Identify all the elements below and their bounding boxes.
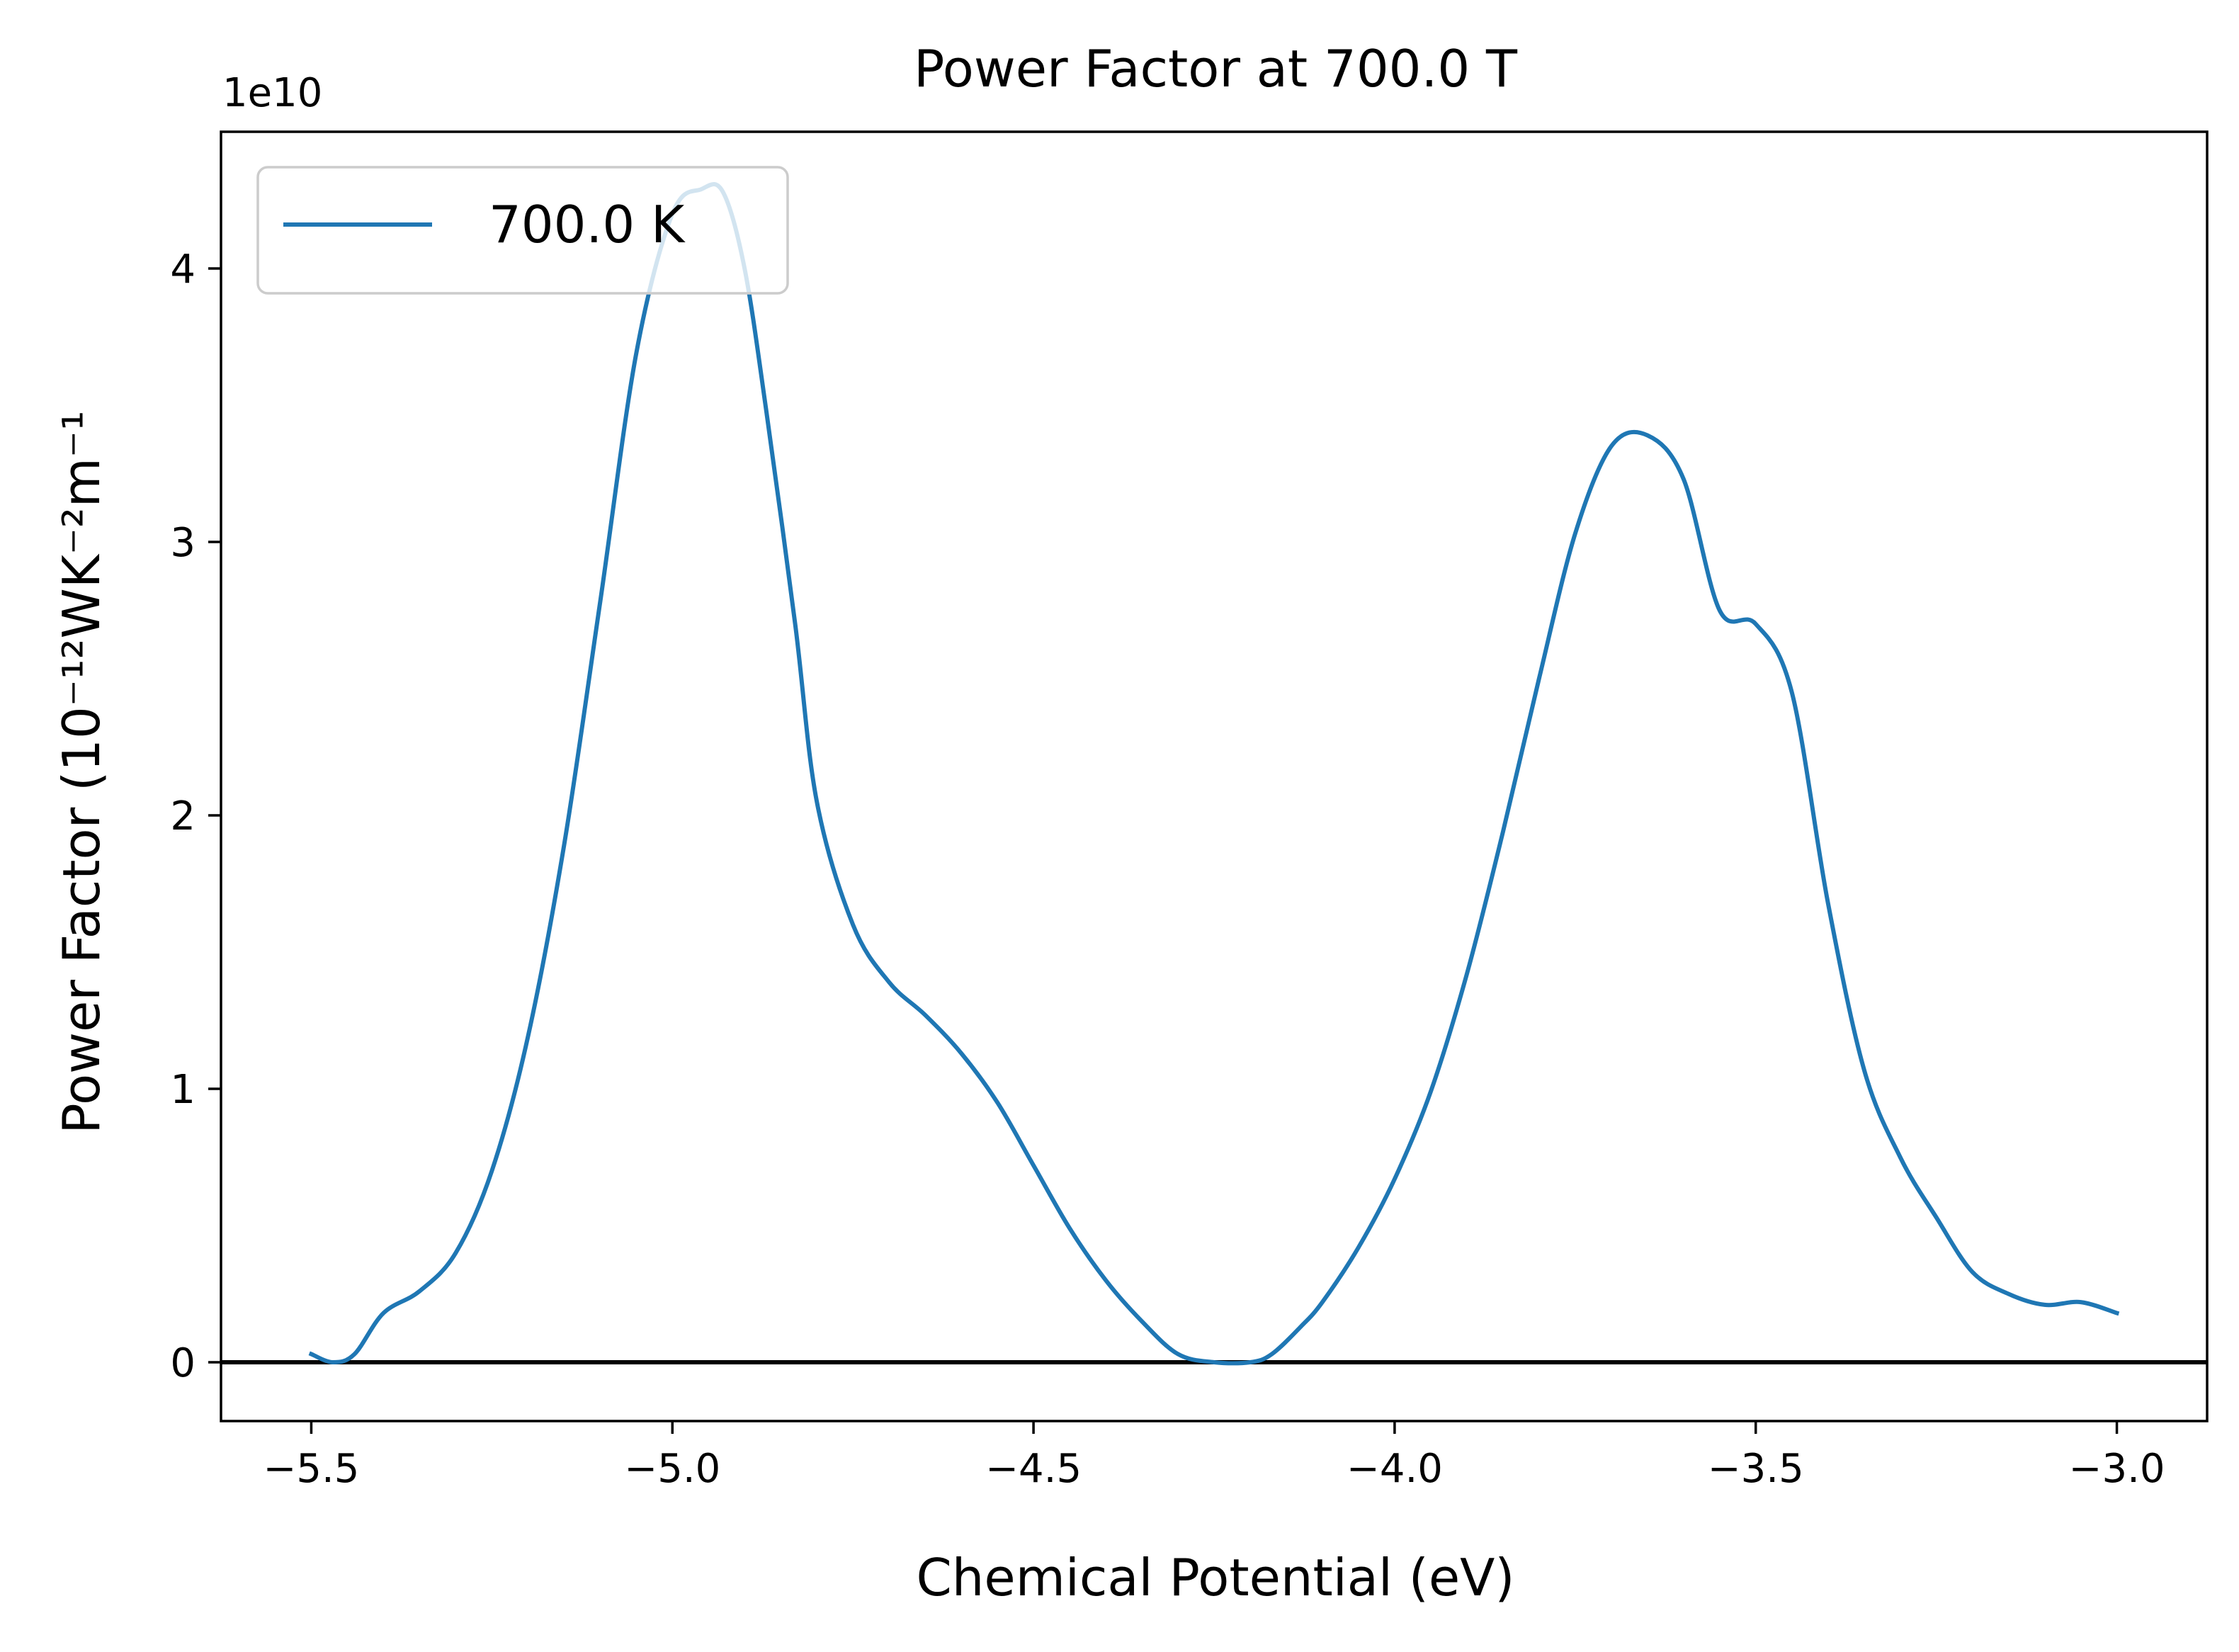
x-axis-title: Chemical Potential (eV) bbox=[917, 1548, 1515, 1607]
x-tick-label: −5.5 bbox=[263, 1446, 359, 1492]
y-tick-label: 4 bbox=[170, 247, 195, 293]
y-axis-title: Power Factor (10⁻¹²WK⁻²m⁻¹ bbox=[52, 410, 111, 1134]
x-tick-label: −3.0 bbox=[2069, 1446, 2165, 1492]
series-line-0 bbox=[308, 182, 2120, 1366]
y-tick-label: 2 bbox=[170, 793, 195, 839]
plot-area bbox=[221, 182, 2207, 1366]
legend-label: 700.0 K bbox=[489, 195, 686, 254]
y-tick-label: 1 bbox=[170, 1067, 195, 1113]
x-tick-label: −4.0 bbox=[1347, 1446, 1443, 1492]
x-tick-label: −3.5 bbox=[1708, 1446, 1804, 1492]
legend-box bbox=[256, 166, 789, 295]
y-tick-label: 0 bbox=[170, 1340, 195, 1386]
x-axis-ticks: −5.5 −5.0 −4.5 −4.0 −3.5 −3.0 bbox=[263, 1421, 2165, 1492]
x-tick-label: −5.0 bbox=[624, 1446, 720, 1492]
legend: 700.0 K bbox=[256, 166, 789, 295]
y-axis-offset-label: 1e10 bbox=[222, 70, 322, 116]
x-tick-label: −4.5 bbox=[985, 1446, 1082, 1492]
y-axis-ticks: 0 1 2 3 4 bbox=[170, 247, 221, 1386]
series-group bbox=[308, 182, 2120, 1366]
chart-title: Power Factor at 700.0 T bbox=[914, 39, 1518, 98]
y-tick-label: 3 bbox=[170, 520, 195, 566]
plot-frame bbox=[220, 130, 2209, 1422]
